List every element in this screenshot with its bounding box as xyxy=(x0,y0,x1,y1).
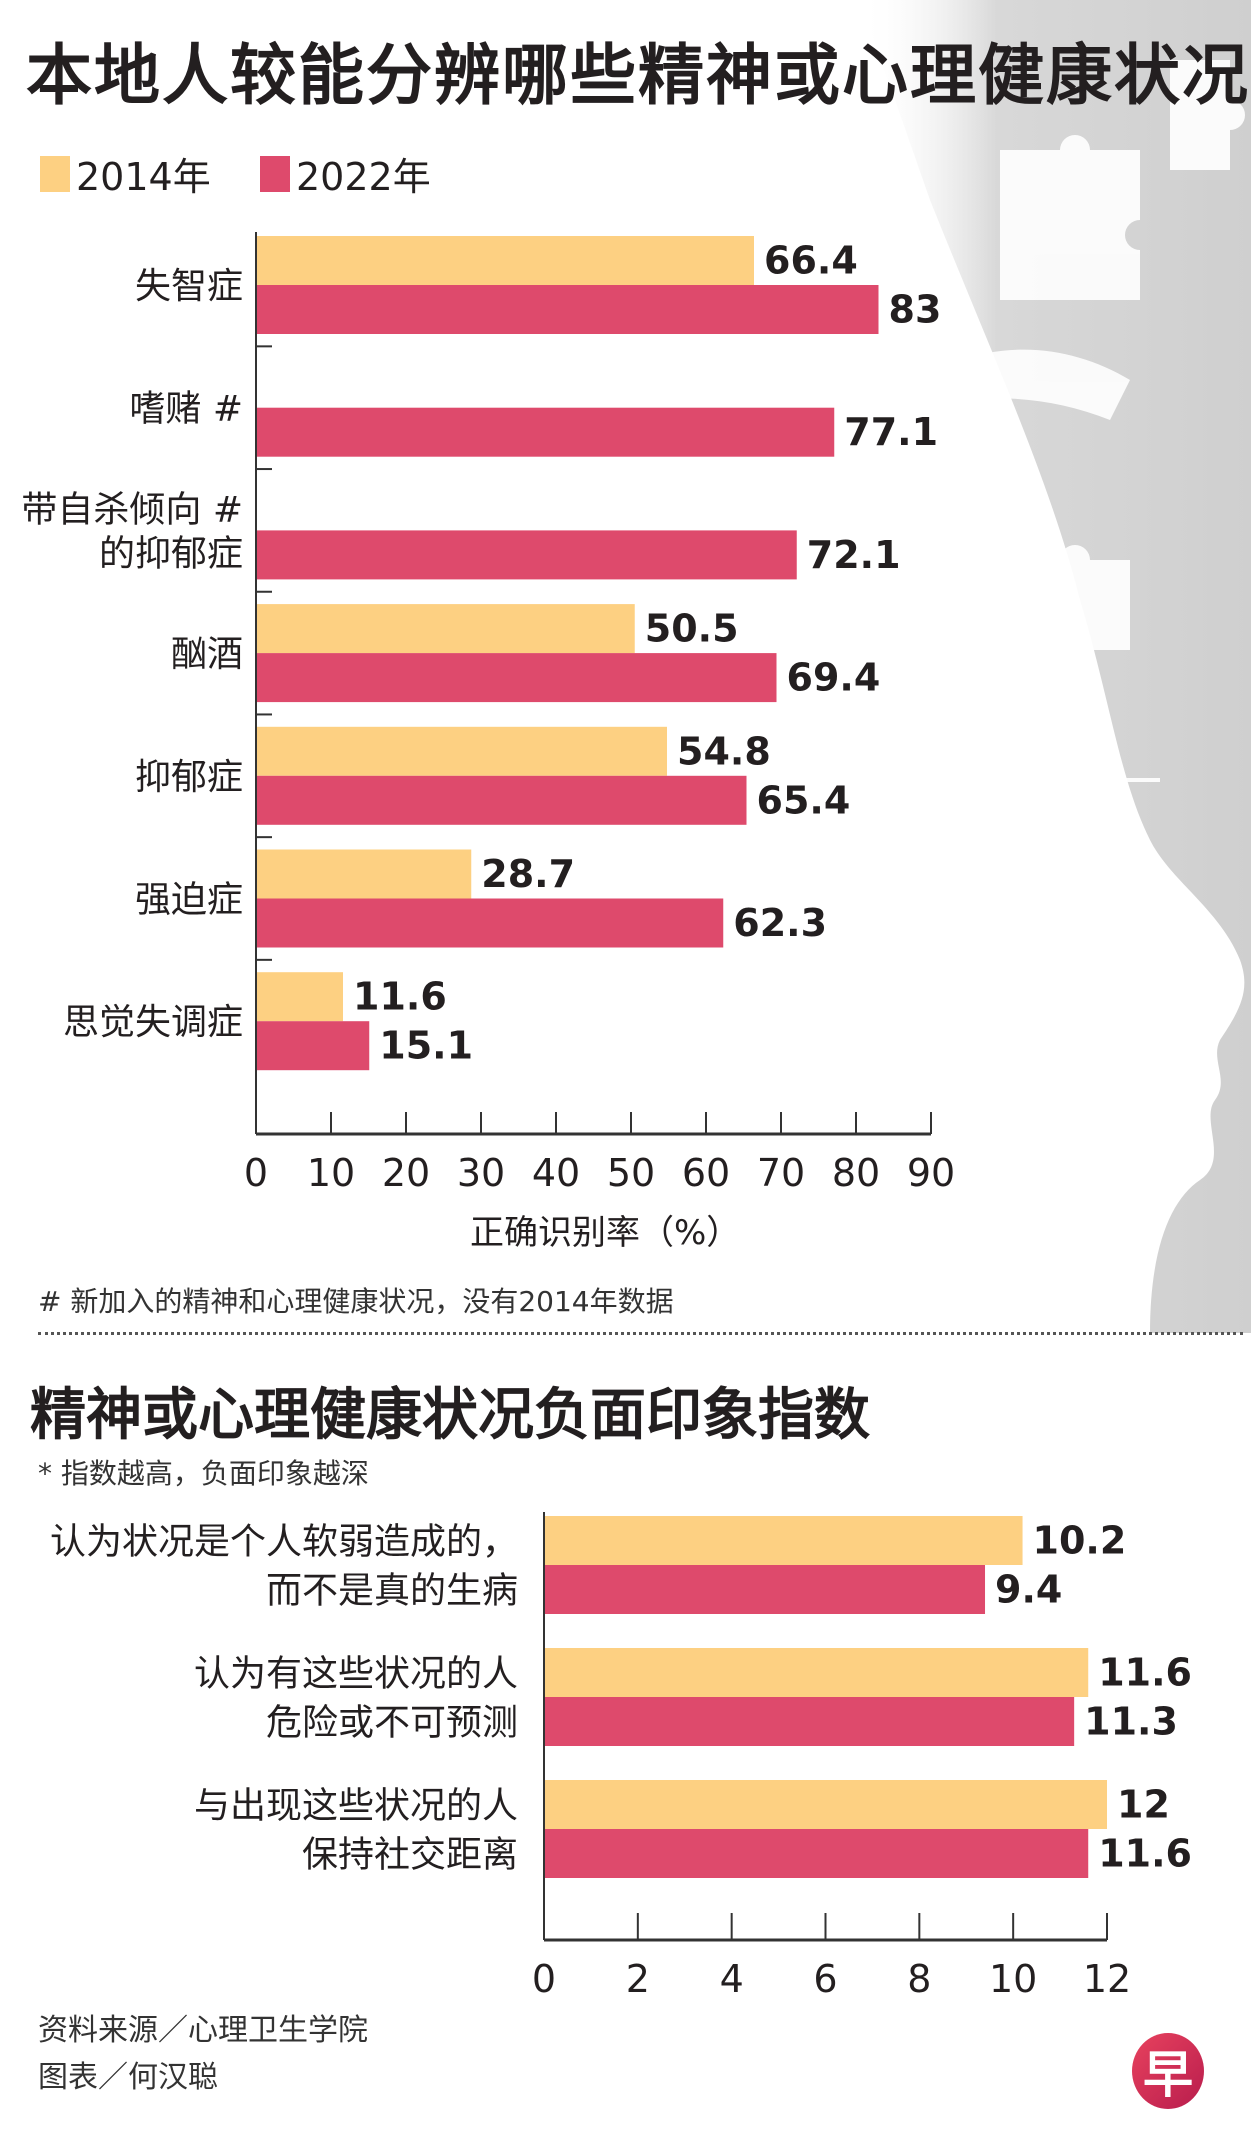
x-tick-label: 8 xyxy=(907,1957,931,2001)
category-label: 强迫症 xyxy=(135,880,243,921)
x-tick-label: 40 xyxy=(532,1151,580,1195)
x-tick-label: 70 xyxy=(757,1151,805,1195)
data-label: 54.8 xyxy=(677,729,771,773)
category-label: 带自杀倾向 # xyxy=(21,489,243,530)
data-label: 11.6 xyxy=(1098,1651,1192,1695)
bar-2022 xyxy=(257,775,747,825)
legend-swatch-2014 xyxy=(40,155,70,192)
x-tick-label: 12 xyxy=(1083,1957,1131,2001)
data-label: 69.4 xyxy=(787,656,881,700)
chart2-title: 精神或心理健康状况负面印象指数 xyxy=(30,1383,870,1448)
legend-label: 2014年 xyxy=(76,155,211,199)
data-label: 72.1 xyxy=(807,533,901,577)
data-label: 9.4 xyxy=(995,1568,1062,1612)
x-tick-label: 90 xyxy=(907,1151,955,1195)
data-label: 66.4 xyxy=(764,239,858,283)
legend-item-2022: 2022年 xyxy=(260,146,431,201)
zaobao-logo: 早 xyxy=(1132,2033,1204,2109)
source-credit: 资料来源／心理卫生学院 xyxy=(38,2013,368,2048)
x-tick-label: 0 xyxy=(532,1957,556,2001)
data-label: 65.4 xyxy=(757,778,851,822)
x-tick-label: 50 xyxy=(607,1151,655,1195)
x-tick-label: 10 xyxy=(307,1151,355,1195)
data-label: 77.1 xyxy=(844,410,938,454)
bar-2014 xyxy=(257,972,343,1022)
bar-2014 xyxy=(545,1648,1089,1697)
legend-label: 2022年 xyxy=(296,155,431,199)
legend-item-2014: 2014年 xyxy=(40,146,211,201)
chart2-subtitle: * 指数越高，负面印象越深 xyxy=(38,1457,369,1490)
category-label: 危险或不可预测 xyxy=(266,1703,518,1744)
x-tick-label: 4 xyxy=(720,1957,744,2001)
data-label: 12 xyxy=(1117,1783,1170,1827)
bar-2022 xyxy=(257,285,879,334)
category-label: 保持社交距离 xyxy=(302,1835,518,1876)
x-tick-label: 80 xyxy=(832,1151,880,1195)
x-tick-label: 0 xyxy=(244,1151,268,1195)
data-label: 11.6 xyxy=(1098,1832,1192,1876)
bar-2014 xyxy=(257,849,472,899)
bar-2014 xyxy=(257,604,635,654)
bar-2022 xyxy=(545,1697,1075,1746)
category-label: 失智症 xyxy=(135,266,243,307)
chart1-title: 本地人较能分辨哪些精神或心理健康状况 xyxy=(26,37,1250,114)
x-tick-label: 10 xyxy=(989,1957,1037,2001)
legend-swatch-2022 xyxy=(260,155,290,192)
section-divider xyxy=(38,1332,1243,1335)
data-label: 50.5 xyxy=(645,607,739,651)
bar-2022 xyxy=(545,1829,1089,1878)
data-label: 83 xyxy=(889,288,942,332)
bar-2014 xyxy=(257,236,754,285)
data-label: 11.6 xyxy=(353,975,447,1019)
chart1: 0 10 20 30 40 50 60 70 80 90 66.4 83 失智症 77.1 嗜赌 # 72.1… xyxy=(21,232,955,1195)
x-tick-label: 60 xyxy=(682,1151,730,1195)
bar-2022 xyxy=(257,653,777,703)
chart2: 0 2 4 6 8 10 12 10.2 9.4 认为状况是个人软弱造成的， 而不是真的生病 11.6… xyxy=(50,1512,1192,2001)
bar-2022 xyxy=(257,407,835,457)
graphic-credit: 图表／何汉聪 xyxy=(38,2060,218,2095)
bar-2014 xyxy=(545,1780,1107,1829)
category-label: 与出现这些状况的人 xyxy=(194,1786,518,1827)
bar-2022 xyxy=(257,898,724,948)
category-label: 思觉失调症 xyxy=(63,1002,243,1043)
data-label: 15.1 xyxy=(379,1024,473,1068)
bar-2014 xyxy=(545,1516,1023,1565)
x-tick-label: 2 xyxy=(626,1957,650,2001)
bar-2014 xyxy=(257,726,667,776)
chart1-x-axis-title: 正确识别率（%） xyxy=(470,1213,741,1253)
bar-2022 xyxy=(257,530,797,580)
bar-2022 xyxy=(545,1565,986,1614)
category-label: 的抑郁症 xyxy=(99,533,243,574)
category-label: 而不是真的生病 xyxy=(266,1571,518,1612)
x-tick-label: 20 xyxy=(382,1151,430,1195)
data-label: 62.3 xyxy=(733,901,827,945)
data-label: 28.7 xyxy=(481,852,575,896)
chart1-footnote: # 新加入的精神和心理健康状况，没有2014年数据 xyxy=(38,1285,674,1318)
bar-2022 xyxy=(257,1021,370,1071)
category-label: 酗酒 xyxy=(171,634,243,675)
x-tick-label: 6 xyxy=(813,1957,837,2001)
data-label: 10.2 xyxy=(1033,1519,1127,1563)
category-label: 认为有这些状况的人 xyxy=(194,1654,518,1695)
data-label: 11.3 xyxy=(1084,1700,1178,1744)
category-label: 认为状况是个人软弱造成的， xyxy=(50,1522,518,1563)
category-label: 嗜赌 # xyxy=(129,389,243,430)
category-label: 抑郁症 xyxy=(135,757,243,798)
x-tick-label: 30 xyxy=(457,1151,505,1195)
